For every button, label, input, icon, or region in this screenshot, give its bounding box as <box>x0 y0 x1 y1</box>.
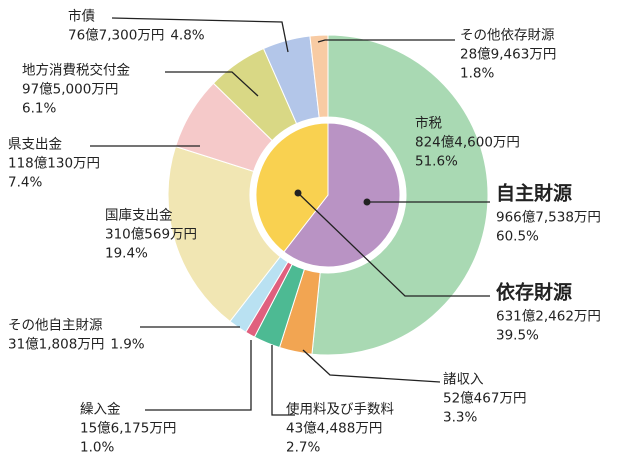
category-label: 国庫支出金 <box>105 208 173 224</box>
category-label: 繰入金 <box>80 402 121 418</box>
inner-slice <box>255 122 329 253</box>
amount-label: 31億1,808万円 <box>8 337 104 353</box>
amount-label: 824億4,600万円 <box>415 135 520 151</box>
percent-label: 6.1% <box>22 101 56 117</box>
category-label: 諸収入 <box>443 372 484 388</box>
leader-line <box>111 17 289 53</box>
category-label: 使用料及び手数料 <box>286 401 394 418</box>
amount-label: 15億6,175万円 <box>80 421 176 437</box>
percent-label: 19.4% <box>105 246 148 262</box>
amount-label: 118億130万円 <box>8 156 100 172</box>
amount-label: 43億4,488万円 <box>286 421 382 437</box>
amount-label: 52億467万円 <box>443 391 526 407</box>
amount-label: 310億569万円 <box>105 227 197 243</box>
amount-label: 28億9,463万円 <box>460 47 556 63</box>
percent-label: 1.0% <box>80 440 114 456</box>
leader-line <box>317 39 455 43</box>
amount-label: 97億5,000万円 <box>22 82 118 98</box>
category-label: 依存財源 <box>496 281 572 304</box>
category-label: 県支出金 <box>8 137 62 153</box>
percent-label: 51.6% <box>415 154 458 170</box>
amount-label: 631億2,462万円 <box>496 309 601 325</box>
outer-slice <box>309 34 329 119</box>
leader-line <box>297 192 490 297</box>
category-label: 地方消費税交付金 <box>22 62 130 79</box>
percent-label: 1.9% <box>110 337 144 353</box>
category-label: 自主財源 <box>496 182 572 205</box>
percent-label: 7.4% <box>8 175 42 191</box>
amount-label: 966億7,538万円 <box>496 210 601 226</box>
category-label: その他依存財源 <box>460 28 555 44</box>
percent-label: 1.8% <box>460 66 494 82</box>
percent-label: 60.5% <box>496 229 539 245</box>
outer-slice <box>167 145 281 323</box>
percent-label: 2.7% <box>286 440 320 456</box>
outer-slice <box>311 34 489 356</box>
inner-slice <box>283 122 401 268</box>
leader-line <box>302 349 441 383</box>
leader-dot <box>363 198 371 206</box>
leader-dot <box>294 189 302 197</box>
leader-line <box>145 340 252 411</box>
category-label: 市債 <box>68 8 95 25</box>
percent-label: 4.8% <box>170 28 204 44</box>
leader-line <box>271 345 295 416</box>
category-label: その他自主財源 <box>8 318 103 334</box>
leader-line <box>165 71 259 97</box>
percent-label: 39.5% <box>496 328 539 344</box>
category-label: 市税 <box>415 115 442 132</box>
amount-label: 76億7,300万円 <box>68 28 164 44</box>
percent-label: 3.3% <box>443 410 477 426</box>
